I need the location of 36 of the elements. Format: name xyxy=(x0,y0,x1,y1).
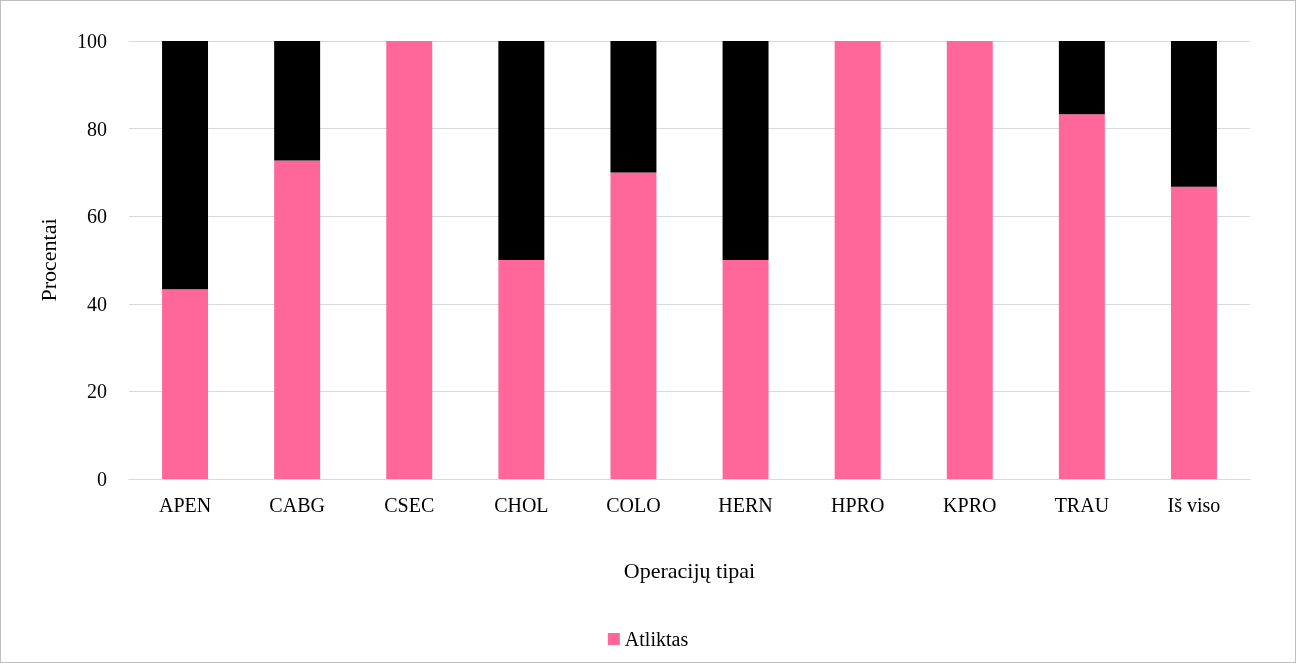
y-axis-title: Procentai xyxy=(35,218,61,302)
x-tick-label: CHOL xyxy=(494,494,549,516)
x-tick-label: CABG xyxy=(269,494,325,516)
x-tick-label: HPRO xyxy=(830,494,885,516)
y-tick-label: 60 xyxy=(87,205,107,228)
bar xyxy=(386,41,433,479)
bar xyxy=(498,41,545,260)
bar xyxy=(834,41,881,479)
x-tick-label: APEN xyxy=(158,494,212,516)
bar xyxy=(946,41,993,479)
bar xyxy=(1058,41,1105,115)
y-tick-label: 40 xyxy=(87,292,107,315)
bar xyxy=(610,41,657,173)
bar xyxy=(162,41,209,290)
x-tick-label: CSEC xyxy=(384,494,435,516)
bar xyxy=(274,41,321,161)
x-tick-label: TRAU xyxy=(1054,494,1110,516)
y-tick-label: 80 xyxy=(87,117,107,140)
x-tick-label: HERN xyxy=(718,494,773,516)
bar xyxy=(1058,114,1105,479)
bar xyxy=(498,260,545,479)
bar xyxy=(610,172,657,479)
bar xyxy=(274,160,321,479)
x-tick-label: COLO xyxy=(606,494,661,516)
bar xyxy=(722,41,769,260)
x-tick-label: Iš viso xyxy=(1167,494,1221,516)
bar xyxy=(722,260,769,479)
y-tick-label: 20 xyxy=(87,380,107,403)
y-tick-label: 0 xyxy=(97,468,107,490)
legend-label: Atliktas xyxy=(624,628,689,650)
x-tick-label: KPRO xyxy=(943,494,997,516)
bar xyxy=(162,289,209,479)
y-tick-label: 100 xyxy=(77,30,107,52)
bar xyxy=(1170,41,1217,187)
x-axis-title: Operacijų tipai xyxy=(623,557,756,583)
bar xyxy=(1170,186,1217,479)
